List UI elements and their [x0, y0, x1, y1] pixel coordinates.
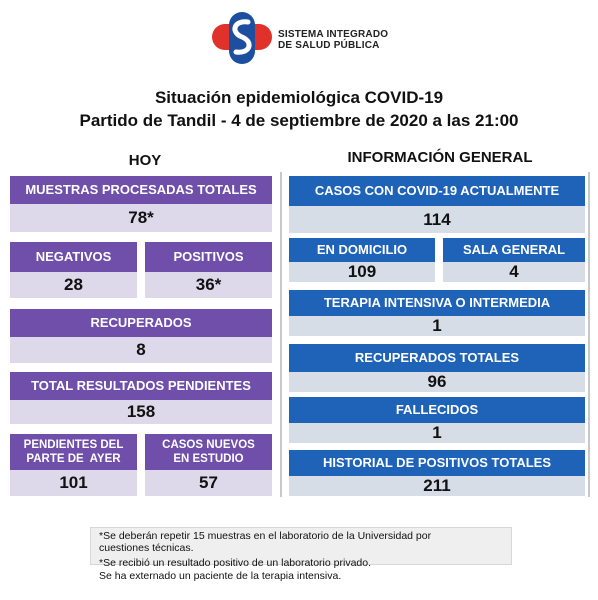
- positivos-header: POSITIVOS: [145, 242, 272, 272]
- notes-box: [90, 527, 512, 565]
- casos-estudio-label-line-1: CASOS NUEVOS: [162, 439, 255, 451]
- muestras-header: MUESTRAS PROCESADAS TOTALES: [10, 176, 272, 204]
- hoy-section-title: HOY: [128, 152, 162, 169]
- terapia-header: TERAPIA INTENSIVA O INTERMEDIA: [289, 290, 585, 316]
- casos-actuales-header: CASOS CON COVID-19 ACTUALMENTE: [289, 176, 585, 206]
- recuperados-totales-header: RECUPERADOS TOTALES: [289, 344, 585, 372]
- recuperados-value: 8: [10, 337, 272, 363]
- page-title: Situación epidemiológica COVID-19: [154, 88, 444, 107]
- logo-text: SISTEMA INTEGRADO DE SALUD PÚBLICA: [278, 29, 388, 51]
- muestras-value: 78*: [10, 204, 272, 232]
- logo-line-2: DE SALUD PÚBLICA: [278, 40, 380, 51]
- casos-estudio-label-line-2: EN ESTUDIO: [173, 453, 244, 465]
- recuperados-totales-value: 96: [289, 372, 585, 392]
- note-line-1: *Se deberán repetir 15 muestras en el la…: [99, 530, 432, 542]
- sala-general-value: 4: [443, 262, 585, 282]
- recuperados-header: RECUPERADOS: [10, 309, 272, 337]
- historial-header: HISTORIAL DE POSITIVOS TOTALES: [289, 450, 585, 476]
- negativos-header: NEGATIVOS: [10, 242, 137, 272]
- page-subtitle: Partido de Tandil - 4 de septiembre de 2…: [79, 111, 519, 130]
- negativos-value: 28: [10, 272, 137, 298]
- health-cross-logo-icon: [212, 12, 272, 64]
- casos-estudio-value: 57: [145, 470, 272, 496]
- positivos-value: 36*: [145, 272, 272, 298]
- divider-right: [588, 172, 590, 497]
- casos-estudio-header: CASOS NUEVOS EN ESTUDIO: [145, 434, 272, 470]
- pendientes-header: TOTAL RESULTADOS PENDIENTES: [10, 372, 272, 400]
- terapia-value: 1: [289, 316, 585, 336]
- note-line-2: cuestiones técnicas.: [99, 542, 194, 554]
- fallecidos-value: 1: [289, 423, 585, 443]
- domicilio-header: EN DOMICILIO: [289, 238, 435, 262]
- note-line-3: *Se recibió un resultado positivo de un …: [99, 557, 372, 569]
- logo-line-1: SISTEMA INTEGRADO: [278, 29, 389, 40]
- casos-actuales-value: 114: [289, 206, 585, 233]
- pend-ayer-header: PENDIENTES DEL PARTE DE AYER: [10, 434, 137, 470]
- sala-general-header: SALA GENERAL: [443, 238, 585, 262]
- divider-left: [280, 172, 282, 497]
- general-section-title: INFORMACIÓN GENERAL: [347, 149, 533, 166]
- pend-ayer-value: 101: [10, 470, 137, 496]
- note-line-4: Se ha externado un paciente de la terapi…: [99, 570, 342, 582]
- fallecidos-header: FALLECIDOS: [289, 397, 585, 423]
- logo: [210, 10, 380, 66]
- pend-ayer-label-line-1: PENDIENTES DEL: [23, 439, 124, 451]
- historial-value: 211: [289, 476, 585, 496]
- domicilio-value: 109: [289, 262, 435, 282]
- pendientes-value: 158: [10, 400, 272, 424]
- pend-ayer-label-line-2: PARTE DE AYER: [26, 453, 121, 465]
